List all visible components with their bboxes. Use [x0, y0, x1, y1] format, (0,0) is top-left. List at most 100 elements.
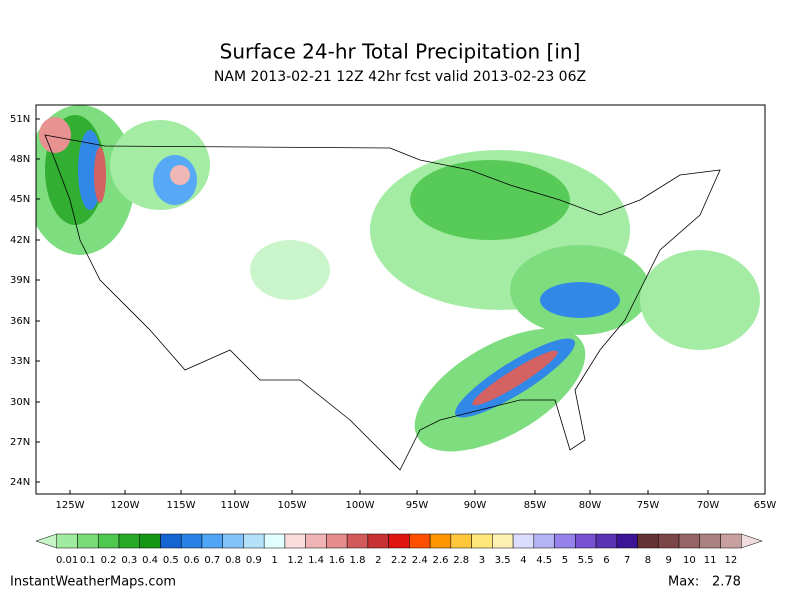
colorbar-cell	[658, 533, 680, 549]
lon-label: 110W	[221, 500, 250, 511]
colorbar-cell	[512, 533, 535, 549]
colorbar-label: 1.6	[329, 555, 345, 566]
colorbar-cell	[243, 533, 265, 549]
colorbar-cell	[201, 533, 223, 549]
colorbar-cell	[97, 533, 120, 549]
lon-label: 125W	[56, 500, 85, 511]
colorbar-label: 9	[665, 555, 671, 566]
colorbar-cell	[575, 533, 597, 549]
colorbar-label: 0.3	[121, 555, 137, 566]
lon-label: 105W	[278, 500, 307, 511]
colorbar-cell	[409, 533, 431, 549]
colorbar-cell	[616, 533, 638, 549]
colorbar-cell	[326, 533, 348, 549]
lat-label: 45N	[10, 194, 30, 205]
colorbar-cell	[77, 533, 99, 549]
colorbar-cell	[720, 533, 742, 549]
colorbar-label: 0.8	[225, 555, 241, 566]
colorbar-label: 0.5	[163, 555, 179, 566]
lat-label: 33N	[10, 356, 30, 367]
lon-label: 70W	[697, 500, 720, 511]
colorbar-cell	[263, 533, 286, 549]
colorbar-label: 5	[562, 555, 568, 566]
map	[35, 104, 766, 495]
colorbar-cell	[346, 533, 369, 549]
colorbar-cell	[160, 533, 182, 549]
colorbar-cell	[139, 533, 161, 549]
colorbar-label: 0.6	[184, 555, 200, 566]
lat-label: 27N	[10, 437, 30, 448]
colorbar-cell	[699, 533, 721, 549]
lon-label: 95W	[406, 500, 429, 511]
lat-label: 39N	[10, 275, 30, 286]
colorbar-label: 12	[725, 555, 738, 566]
colorbar-cell	[367, 533, 389, 549]
lon-label: 115W	[167, 500, 196, 511]
max-value: 2.78	[712, 575, 741, 590]
colorbar-cell	[56, 533, 78, 549]
lon-label: 90W	[464, 500, 487, 511]
colorbar-label: 2.4	[412, 555, 428, 566]
lat-label: 48N	[10, 154, 30, 165]
colorbar-label: 1.8	[350, 555, 366, 566]
colorbar-cell	[595, 533, 618, 549]
lat-label: 24N	[10, 477, 30, 488]
lat-label: 42N	[10, 235, 30, 246]
colorbar-label: 4	[520, 555, 526, 566]
colorbar-label: 6	[603, 555, 609, 566]
colorbar-cell	[180, 533, 203, 549]
colorbar-label: 8	[645, 555, 651, 566]
colorbar-label: 3	[479, 555, 485, 566]
colorbar-label: 0.2	[101, 555, 117, 566]
lon-label: 65W	[754, 500, 777, 511]
us-outline	[44, 134, 721, 471]
lat-label: 51N	[10, 114, 30, 125]
colorbar-cell	[388, 533, 410, 549]
colorbar-cell	[450, 533, 472, 549]
colorbar-cell	[554, 533, 576, 549]
colorbar-cell	[533, 533, 555, 549]
colorbar-cell	[305, 533, 327, 549]
colorbar-cell	[741, 533, 763, 549]
colorbar-label: 7	[624, 555, 630, 566]
colorbar-cell	[678, 533, 701, 549]
lat-label: 30N	[10, 397, 30, 408]
colorbar-cell	[471, 533, 493, 549]
colorbar-cell	[429, 533, 452, 549]
colorbar-cell	[492, 533, 514, 549]
colorbar-label: 1.4	[308, 555, 324, 566]
colorbar-label: 1.2	[287, 555, 303, 566]
max-label: Max:	[668, 575, 699, 590]
colorbar-label: 3.5	[495, 555, 511, 566]
source: InstantWeatherMaps.com	[10, 575, 176, 590]
colorbar-label: 4.5	[536, 555, 552, 566]
colorbar-cell	[284, 533, 306, 549]
lon-label: 80W	[579, 500, 602, 511]
colorbar-label: 10	[683, 555, 696, 566]
colorbar-label: 2.8	[453, 555, 469, 566]
title: Surface 24-hr Total Precipitation [in]	[220, 40, 581, 64]
colorbar-cell	[222, 533, 244, 549]
colorbar: 0.01 0.1 0.2 0.3 0.4 0.5 0.6 0.7 0.8 0.9 1 1.2 1.4 1.…	[35, 533, 763, 566]
colorbar-label: 2.2	[391, 555, 407, 566]
colorbar-label: 1	[271, 555, 277, 566]
lat-labels: 51N 48N 45N 42N 39N 36N 33N 30N 27N 24N	[10, 114, 40, 488]
colorbar-label: 0.01	[56, 555, 78, 566]
lon-label: 75W	[637, 500, 660, 511]
subtitle: NAM 2013-02-21 12Z 42hr fcst valid 2013-…	[214, 69, 586, 85]
lon-labels: 125W 120W 115W 110W 105W 100W 95W 90W 85W 80W 75W 7…	[56, 490, 777, 511]
colorbar-cell	[637, 533, 659, 549]
map-frame	[35, 104, 766, 495]
lon-label: 85W	[524, 500, 547, 511]
colorbar-label: 0.7	[204, 555, 220, 566]
colorbar-label: 11	[704, 555, 717, 566]
lat-label: 36N	[10, 316, 30, 327]
lon-label: 120W	[111, 500, 140, 511]
colorbar-label: 2	[375, 555, 381, 566]
precip-field	[36, 105, 760, 452]
colorbar-cell	[118, 533, 140, 549]
colorbar-label: 0.9	[246, 555, 262, 566]
colorbar-label: 2.6	[433, 555, 449, 566]
colorbar-label: 5.5	[578, 555, 594, 566]
